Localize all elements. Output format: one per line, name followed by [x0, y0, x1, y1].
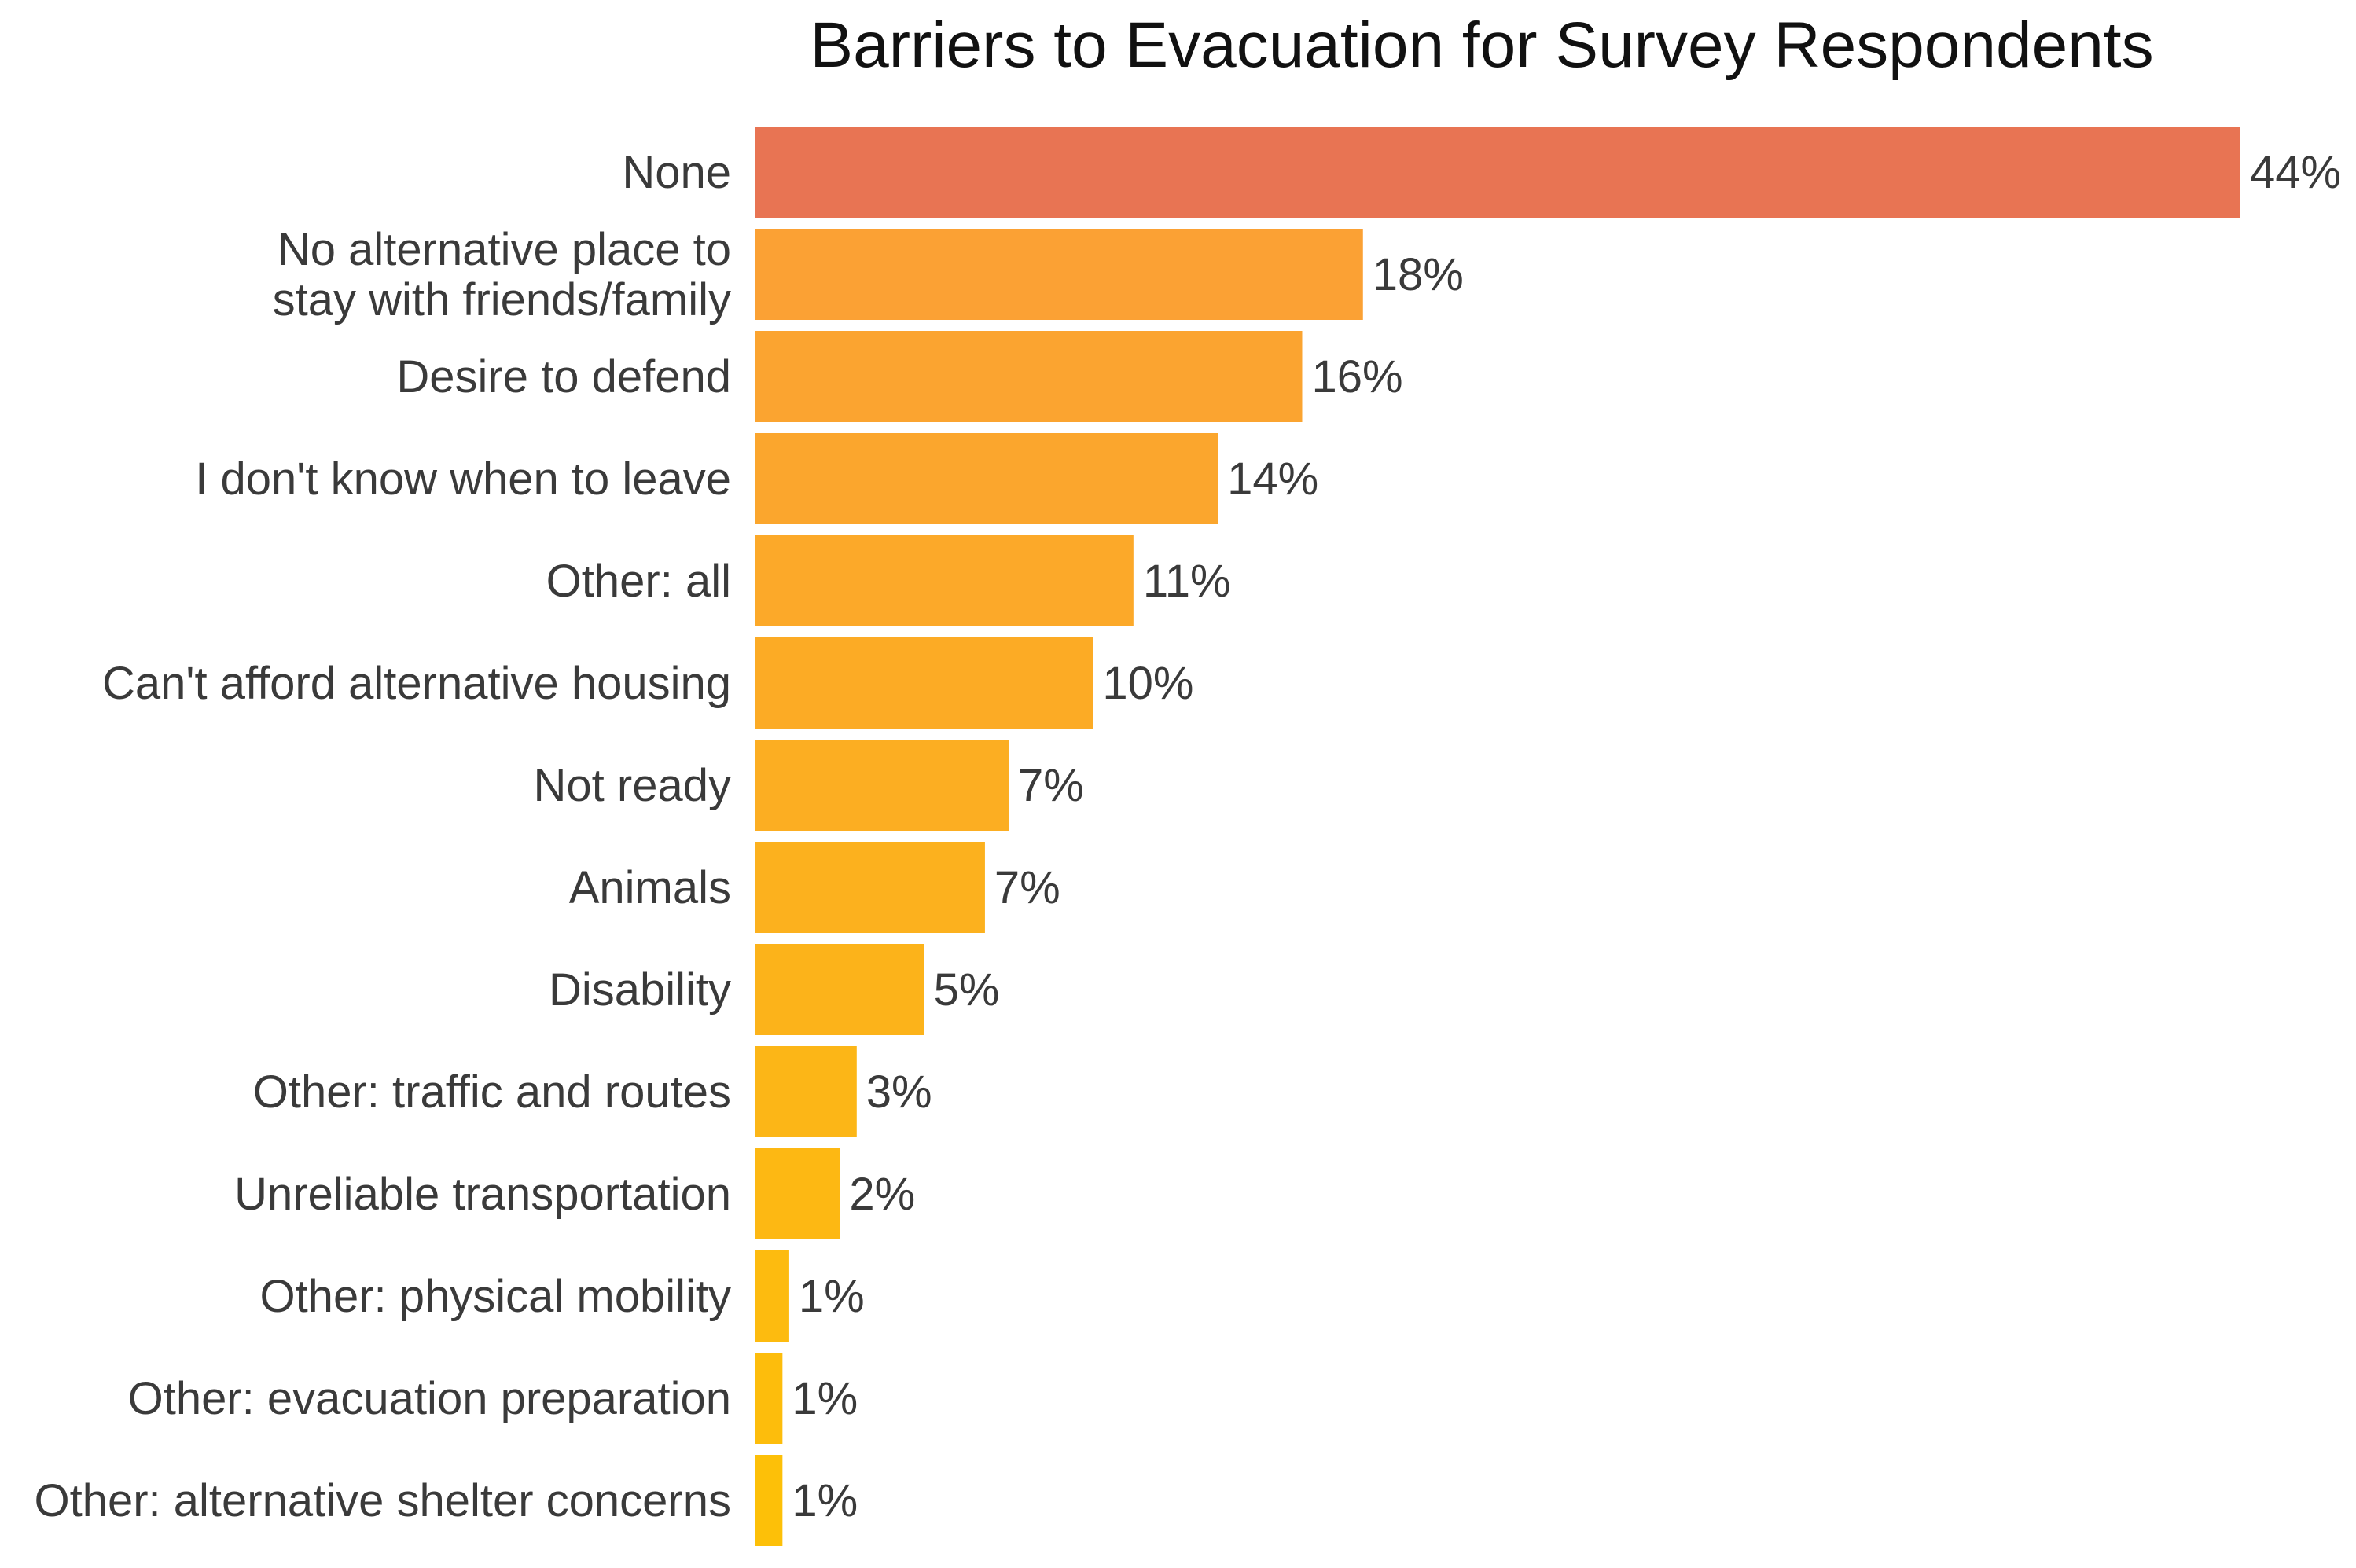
category-label-9: Other: traffic and routes	[253, 1067, 731, 1118]
value-label-9: 3%	[866, 1067, 932, 1118]
value-label-10: 2%	[849, 1169, 915, 1220]
category-label-10: Unreliable transportation	[234, 1169, 731, 1220]
bar-0	[755, 127, 2240, 218]
category-label-5: Can't afford alternative housing	[102, 658, 731, 709]
value-label-7: 7%	[994, 862, 1060, 913]
category-label-0: None	[622, 147, 731, 198]
chart-title: Barriers to Evacuation for Survey Respon…	[810, 9, 2153, 81]
category-label-7: Animals	[569, 862, 731, 913]
category-label-3: I don't know when to leave	[195, 454, 731, 505]
category-label-1-line-0: No alternative place to	[278, 224, 731, 275]
value-label-3: 14%	[1227, 454, 1318, 505]
bars-group	[755, 127, 2240, 1546]
category-label-11: Other: physical mobility	[259, 1271, 731, 1322]
bar-7	[755, 842, 985, 933]
value-label-6: 7%	[1018, 760, 1084, 811]
value-label-0: 44%	[2250, 147, 2341, 198]
category-label-13: Other: alternative shelter concerns	[34, 1475, 731, 1526]
bar-13	[755, 1455, 783, 1546]
value-label-11: 1%	[799, 1271, 865, 1322]
bar-2	[755, 331, 1303, 422]
value-label-13: 1%	[792, 1475, 858, 1526]
bar-3	[755, 433, 1218, 524]
category-label-2: Desire to defend	[396, 351, 731, 402]
bar-5	[755, 637, 1093, 729]
bar-4	[755, 535, 1134, 626]
category-label-6: Not ready	[534, 760, 731, 811]
category-label-4: Other: all	[546, 556, 731, 607]
value-label-2: 16%	[1311, 351, 1402, 402]
bar-11	[755, 1250, 789, 1342]
bar-12	[755, 1353, 783, 1444]
bar-9	[755, 1046, 857, 1137]
category-label-12: Other: evacuation preparation	[128, 1373, 731, 1424]
value-labels-group: 44% 18% 16% 14% 11% 10% 7% 7% 5% 3% 2% 1% 1% 1%	[792, 147, 2341, 1526]
bar-1	[755, 229, 1363, 320]
value-label-4: 11%	[1143, 556, 1231, 607]
category-label-8: Disability	[549, 964, 731, 1015]
value-label-5: 10%	[1102, 658, 1193, 709]
value-label-1: 18%	[1373, 249, 1464, 300]
bar-6	[755, 740, 1009, 831]
category-label-1-line-1: stay with friends/family	[273, 274, 731, 325]
value-label-12: 1%	[792, 1373, 858, 1424]
bar-8	[755, 944, 924, 1035]
bar-10	[755, 1148, 840, 1239]
value-label-8: 5%	[934, 964, 1000, 1015]
